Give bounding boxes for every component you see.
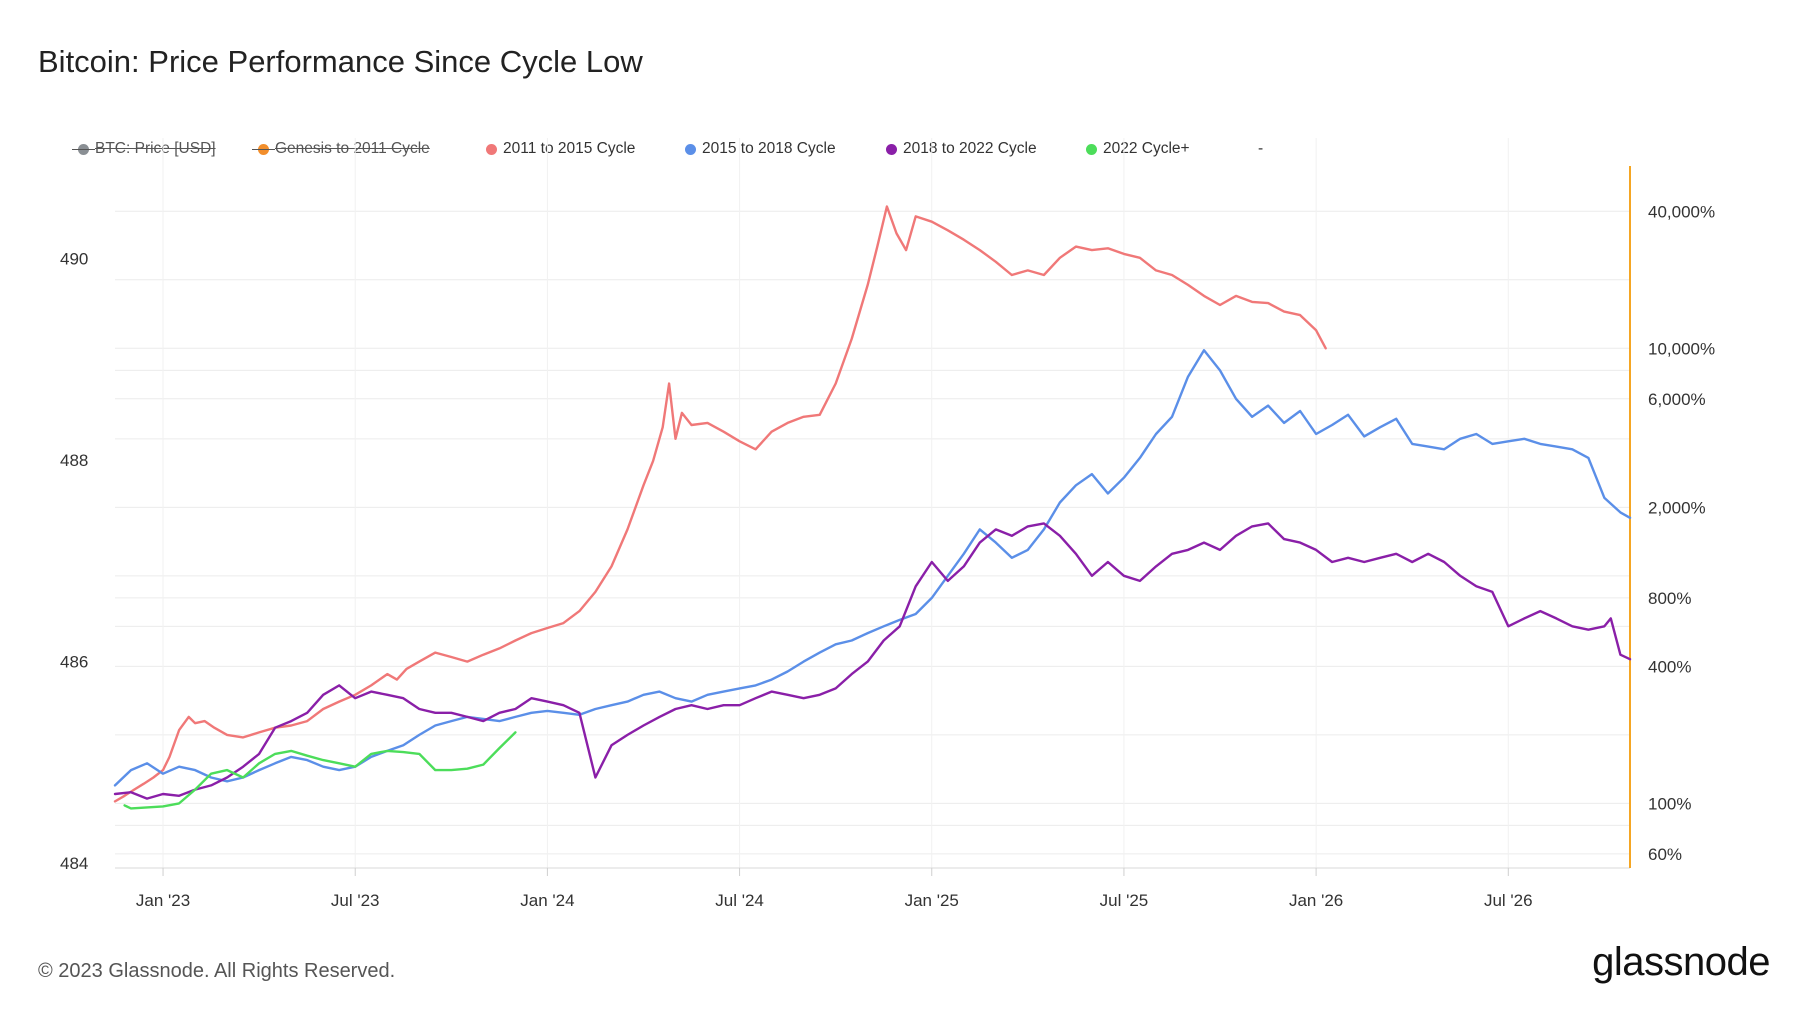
- right-tick-label: 100%: [1648, 794, 1691, 813]
- x-tick-label: Jan '23: [136, 891, 190, 910]
- x-tick-label: Jan '24: [520, 891, 574, 910]
- legend-label: 2015 to 2018 Cycle: [702, 140, 836, 157]
- legend-item-2018-2022[interactable]: 2018 to 2022 Cycle: [886, 140, 1037, 158]
- legend-item-genesis-2011[interactable]: Genesis to 2011 Cycle: [252, 140, 430, 158]
- glassnode-logo: glassnode: [1592, 940, 1770, 984]
- legend-dot-icon: [486, 143, 497, 155]
- x-tick-label: Jul '23: [331, 891, 380, 910]
- legend-item-2011-2015[interactable]: 2011 to 2015 Cycle: [486, 140, 635, 158]
- legend-label: 2011 to 2015 Cycle: [503, 140, 636, 157]
- legend-dot-icon: [252, 143, 275, 155]
- series-line-2022-cycle: [123, 731, 517, 810]
- legend-dot-icon: [72, 143, 95, 155]
- left-tick-label: 490: [60, 250, 88, 269]
- legend-label: -: [1258, 140, 1264, 157]
- left-tick-label: 486: [60, 653, 88, 672]
- legend-label: 2018 to 2022 Cycle: [903, 140, 1037, 157]
- series-line-2015-to-2018-cycle: [113, 349, 1632, 787]
- legend-dot-icon: [1086, 143, 1097, 155]
- page-title: Bitcoin: Price Performance Since Cycle L…: [38, 44, 643, 79]
- right-tick-label: 60%: [1648, 845, 1682, 864]
- right-tick-label: 6,000%: [1648, 390, 1706, 409]
- left-tick-label: 488: [60, 451, 88, 470]
- right-tick-label: 2,000%: [1648, 498, 1706, 517]
- x-tick-label: Jan '25: [905, 891, 959, 910]
- series-line-2011-to-2015-cycle: [113, 205, 1327, 803]
- right-tick-label: 40,000%: [1648, 202, 1715, 221]
- x-tick-label: Jul '25: [1100, 891, 1149, 910]
- x-tick-label: Jul '24: [715, 891, 764, 910]
- series-line-2018-to-2022-cycle: [113, 522, 1632, 800]
- right-tick-label: 800%: [1648, 589, 1691, 608]
- x-tick-label: Jan '26: [1289, 891, 1343, 910]
- legend-label: 2022 Cycle+: [1103, 140, 1190, 157]
- legend-item-dash[interactable]: -: [1258, 140, 1263, 158]
- legend-item-2022-cycle[interactable]: 2022 Cycle+: [1086, 140, 1190, 158]
- legend-dot-icon: [886, 143, 897, 155]
- right-tick-label: 400%: [1648, 657, 1691, 676]
- x-tick-label: Jul '26: [1484, 891, 1533, 910]
- legend-dot-icon: [685, 143, 696, 155]
- legend-item-2015-2018[interactable]: 2015 to 2018 Cycle: [685, 140, 836, 158]
- legend-label: Genesis to 2011 Cycle: [275, 140, 430, 157]
- left-tick-label: 484: [60, 854, 88, 873]
- copyright-text: © 2023 Glassnode. All Rights Reserved.: [38, 960, 396, 982]
- right-tick-label: 10,000%: [1648, 339, 1715, 358]
- legend-label: BTC: Price [USD]: [95, 140, 216, 157]
- legend-item-btc-price[interactable]: BTC: Price [USD]: [72, 140, 216, 158]
